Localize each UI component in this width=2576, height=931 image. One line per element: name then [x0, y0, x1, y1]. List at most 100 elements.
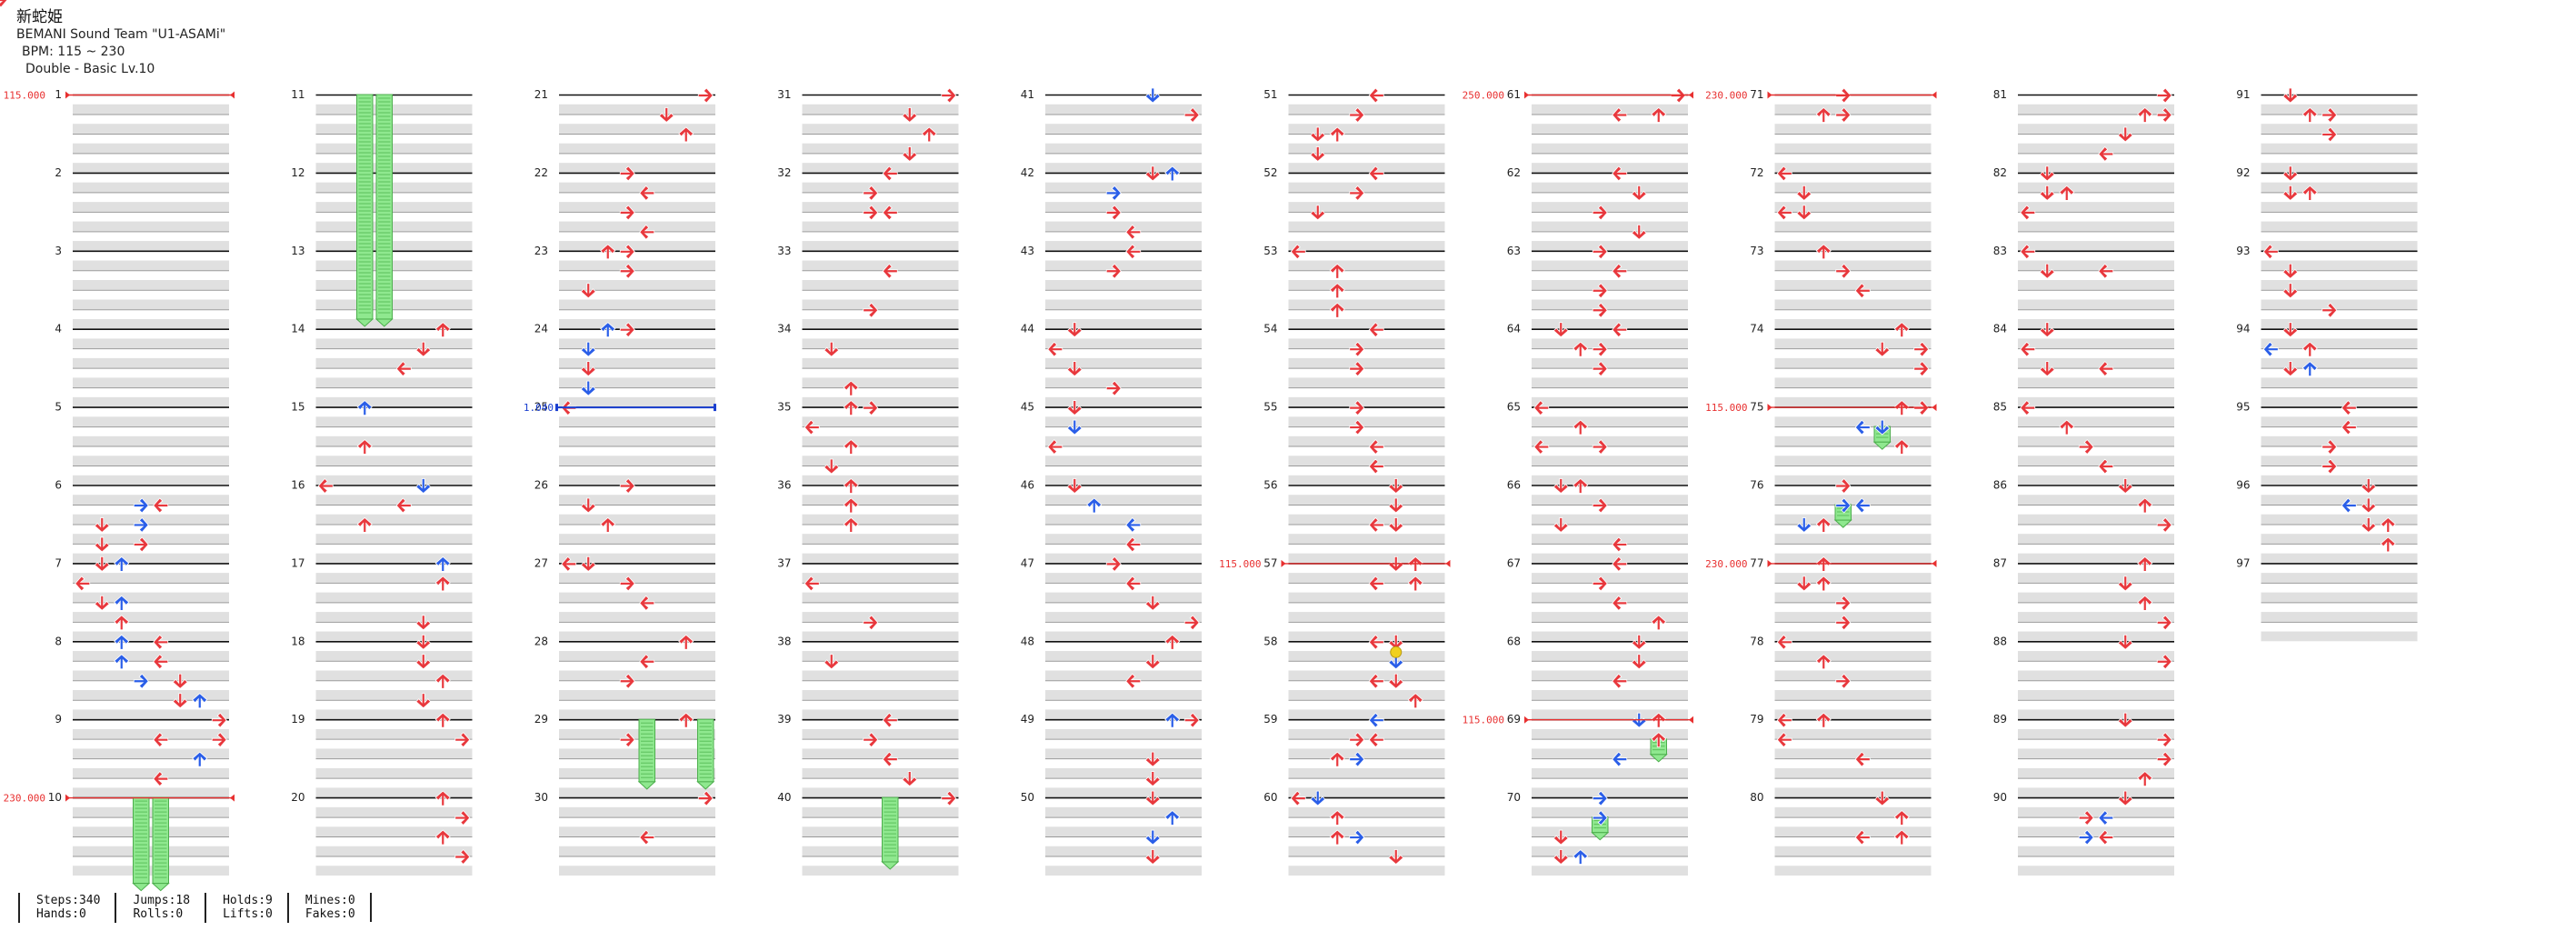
measure-3: 3 [55, 245, 229, 329]
arrow-shape [1612, 165, 1628, 182]
beat-band [1532, 592, 1688, 603]
hold-tail [132, 883, 151, 892]
beat-band [2261, 455, 2418, 466]
arrow-shape [1144, 829, 1161, 846]
arrow-left-icon [2098, 361, 2114, 377]
measure-number: 90 [1993, 791, 2007, 804]
arrow-left-icon [1612, 595, 1628, 611]
arrow-right-icon [1183, 106, 1200, 124]
beat-band [73, 357, 229, 368]
arrow-shape [639, 829, 655, 846]
beat-band [802, 455, 959, 466]
measure-number: 48 [1021, 635, 1034, 647]
arrow-shape [2137, 106, 2153, 123]
beat-band [2261, 143, 2418, 154]
arrow-shape [1144, 790, 1161, 806]
beat-band [1045, 338, 1202, 349]
arrow-left-icon [2020, 205, 2036, 221]
beat-band [1774, 221, 1932, 232]
beat-band [1774, 866, 1932, 876]
arrow-right-icon [1105, 185, 1122, 201]
arrow-shape [1612, 322, 1628, 338]
beat-band [315, 318, 473, 329]
beat-band [315, 182, 473, 193]
beat-band [315, 377, 473, 388]
arrow-up-icon [843, 400, 859, 416]
beat-band [802, 651, 959, 661]
stop-cap [555, 404, 558, 412]
beat-band [2018, 592, 2174, 603]
arrow-shape [1349, 419, 1365, 435]
arrow-up-icon [356, 400, 373, 416]
arrow-shape [1776, 205, 1792, 221]
beat-band [315, 670, 473, 681]
beat-band [1288, 806, 1445, 817]
arrow-shape [1835, 595, 1852, 611]
arrow-shape [580, 361, 596, 377]
song-title: 新蛇姫 [16, 8, 63, 26]
bpm-marker [1767, 559, 1772, 567]
arrow-shape [1592, 302, 1608, 318]
beat-band [1045, 396, 1202, 407]
measure-16: 16 [291, 479, 473, 564]
measure-85: 85 [1993, 401, 2174, 486]
beat-band [802, 221, 959, 232]
arrow-left-icon [1854, 751, 1871, 767]
arrow-down-icon [1796, 185, 1812, 201]
arrow-shape [1631, 634, 1647, 650]
beat-band [802, 280, 959, 290]
beat-band [315, 143, 473, 154]
beat-band [1288, 709, 1445, 720]
arrow-right-icon [1349, 361, 1365, 377]
arrow-shape [1893, 322, 1910, 338]
beat-band [559, 357, 715, 368]
measure-44: 44 [1021, 323, 1202, 407]
stat-steps: Steps:340 [36, 894, 101, 907]
arrow-left-icon [153, 732, 169, 748]
beat-band [1774, 299, 1932, 310]
beat-band [1774, 143, 1932, 154]
measure-5: 5 [55, 401, 229, 486]
arrow-up-icon [2137, 497, 2153, 514]
arrow-shape [1310, 790, 1326, 806]
arrow-left-icon [1290, 244, 1306, 260]
arrow-left-icon [2262, 341, 2279, 357]
arrow-shape [2039, 165, 2055, 182]
stat-mines: Mines:0 [305, 894, 355, 907]
beat-band [73, 260, 229, 271]
beat-band [2261, 202, 2418, 212]
beat-band [1532, 846, 1688, 856]
arrow-shape [1835, 615, 1852, 631]
arrow-down-icon [1144, 751, 1161, 767]
arrow-shape [1776, 712, 1792, 728]
arrow-left-icon [1854, 419, 1871, 435]
arrow-down-icon [1388, 497, 1404, 514]
arrow-down-icon [2282, 87, 2299, 104]
arrow-down-icon [1388, 849, 1404, 866]
arrow-up-icon [843, 516, 859, 533]
arrow-shape [434, 673, 451, 689]
arrow-shape [1164, 634, 1181, 650]
beat-band [802, 767, 959, 778]
arrow-left-icon [1776, 712, 1792, 728]
measure-number: 58 [1263, 635, 1277, 647]
arrow-shape [1776, 165, 1792, 182]
arrow-right-icon [211, 732, 227, 748]
arrow-left-icon [317, 477, 334, 495]
mine-icon [1390, 646, 1403, 658]
arrow-shape [2282, 263, 2299, 279]
arrow-shape [454, 848, 471, 866]
beat-band [1774, 104, 1932, 115]
measure-47: 47 [1021, 556, 1202, 642]
arrow-shape [1164, 165, 1181, 182]
arrow-left-icon [1612, 673, 1628, 689]
arrow-shape [2098, 263, 2114, 279]
arrow-shape [1893, 439, 1910, 455]
measure-76: 76 [1750, 479, 1932, 564]
arrow-shape [1592, 244, 1608, 260]
measure-number: 12 [291, 166, 305, 179]
arrow-right-icon [2156, 87, 2172, 104]
arrow-shape [1592, 205, 1608, 221]
arrow-right-icon [863, 185, 879, 201]
